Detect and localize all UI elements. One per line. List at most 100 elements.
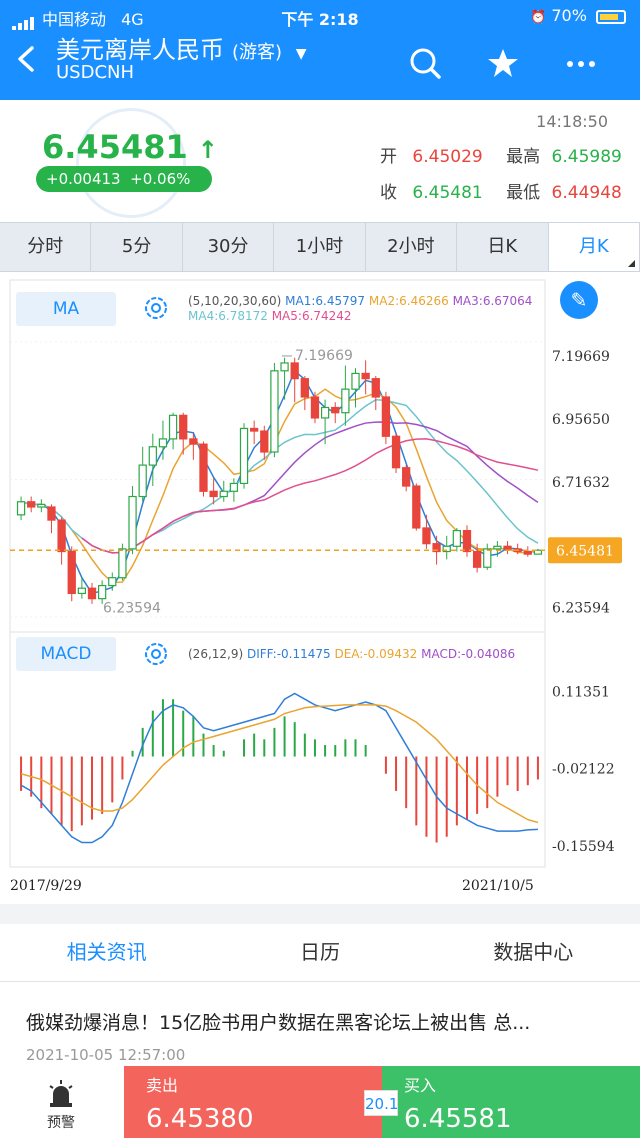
- kline-frame: [9, 279, 546, 633]
- candle-up: [168, 414, 178, 440]
- candle-down: [412, 485, 421, 529]
- ma2-value: MA2:6.46266: [368, 294, 449, 308]
- candle-up: [493, 545, 502, 550]
- low-label: 最低: [506, 183, 541, 203]
- macd-settings-gear-icon[interactable]: [142, 640, 170, 668]
- candle-down: [503, 545, 512, 550]
- buy-label: 买入: [404, 1076, 437, 1095]
- carrier-name: 中国移动: [42, 10, 107, 29]
- candle-up: [452, 529, 462, 547]
- dea-value: DEA:-0.09432: [334, 647, 418, 661]
- macd-frame: [9, 631, 546, 868]
- tab-1hour[interactable]: 1小时: [274, 223, 366, 271]
- ma4-line: [20, 399, 539, 554]
- ma2-line: [20, 388, 539, 584]
- ma5-value: MA5:6.74242: [271, 309, 352, 323]
- instrument-code: USDCNH: [56, 62, 135, 83]
- candle-down: [250, 427, 259, 432]
- candle-up: [533, 549, 543, 555]
- candle-up: [483, 548, 492, 568]
- candle-down: [472, 550, 482, 568]
- sell-price: 6.45380: [146, 1104, 254, 1134]
- tab-daily-k[interactable]: 日K: [457, 223, 549, 271]
- change-badge: +0.00413 +0.06%: [36, 166, 212, 192]
- tab-2hour[interactable]: 2小时: [366, 223, 458, 271]
- tab-30min[interactable]: 30分: [183, 223, 275, 271]
- price-axis-label: 6.23594: [552, 601, 610, 617]
- sell-button[interactable]: 卖出 6.45380: [124, 1066, 382, 1138]
- quote-row-open: 开 6.45029 最高 6.45989: [380, 142, 622, 167]
- page-title[interactable]: 美元离岸人民币 (游客) ▼: [56, 30, 306, 65]
- high-label: 最高: [506, 147, 541, 167]
- candle-up: [270, 370, 279, 453]
- current-price-tag: [548, 537, 622, 564]
- macd-axis-label: -0.02122: [552, 762, 615, 778]
- guest-label: (游客): [232, 42, 283, 63]
- status-bar: 中国移动 4G 下午 2:18 ⏰ 70%: [0, 0, 640, 32]
- alarm-clock-icon: ⏰: [530, 10, 547, 25]
- ma-params: (5,10,20,30,60): [188, 294, 282, 308]
- macd-indicator-badge[interactable]: MACD: [16, 637, 116, 671]
- candle-up: [128, 495, 137, 550]
- kline-chart[interactable]: 7.19669 6.95650 6.71632 6.23594 7.19669 6.235…: [0, 272, 640, 904]
- candle-up: [16, 501, 26, 516]
- candle-down: [402, 467, 411, 487]
- network-type: 4G: [121, 10, 144, 29]
- star-icon[interactable]: [486, 46, 520, 80]
- candle-down: [391, 435, 401, 469]
- ma-legend: (5,10,20,30,60) MA1:6.45797 MA2:6.46266 …: [188, 294, 548, 324]
- edit-pencil-icon[interactable]: ✎: [560, 281, 598, 319]
- trade-bar: 预警 卖出 6.45380 买入 6.45581: [0, 1066, 640, 1138]
- ma3-value: MA3:6.67064: [452, 294, 533, 308]
- signal-icon: [12, 11, 36, 30]
- price-axis-label: 6.71632: [552, 475, 610, 491]
- candle-down: [87, 587, 97, 600]
- candle-down: [27, 501, 36, 508]
- carrier-info: 中国移动 4G: [12, 6, 144, 30]
- back-icon[interactable]: [14, 44, 44, 74]
- candle-down: [462, 529, 472, 553]
- current-price: 6.45481 ↑: [42, 128, 218, 166]
- open-value: 6.45029: [412, 147, 483, 167]
- news-item[interactable]: 俄媒劲爆消息！15亿脸书用户数据在黑客论坛上被出售 总... 2021-10-0…: [0, 982, 640, 1078]
- search-icon[interactable]: [408, 46, 442, 80]
- max-price-label: 7.19669: [295, 348, 353, 364]
- tab-calendar[interactable]: 日历: [299, 940, 340, 964]
- sell-label: 卖出: [146, 1076, 179, 1095]
- quote-panel: 6.45481 ↑ +0.00413 +0.06% 14:18:50 开 6.45…: [0, 100, 640, 222]
- buy-price: 6.45581: [404, 1104, 512, 1134]
- tab-monthly-k[interactable]: 月K: [548, 223, 640, 271]
- tab-data-center[interactable]: 数据中心: [493, 940, 574, 964]
- candle-down: [300, 378, 309, 398]
- kline-chart-panel: 7.19669 6.95650 6.71632 6.23594 7.19669 6.235…: [0, 272, 640, 904]
- candle-up: [239, 427, 249, 485]
- candle-down: [199, 443, 208, 492]
- alert-button[interactable]: 预警: [0, 1066, 122, 1138]
- tab-timeshare[interactable]: 分时: [0, 223, 92, 271]
- candle-up: [108, 577, 117, 587]
- ma-settings-gear-icon[interactable]: [142, 294, 170, 322]
- news-title[interactable]: 俄媒劲爆消息！15亿脸书用户数据在黑客论坛上被出售 总...: [26, 1012, 531, 1034]
- period-tabs: 分时 5分 30分 1小时 2小时 日K 月K: [0, 222, 640, 272]
- low-value: 6.44948: [551, 183, 622, 203]
- ma4-value: MA4:6.78172: [188, 309, 268, 323]
- buy-button[interactable]: 买入 6.45581: [382, 1066, 640, 1138]
- macd-axis-label: -0.15594: [552, 839, 615, 855]
- min-price-label: 6.23594: [103, 601, 161, 617]
- ma-indicator-badge[interactable]: MA: [16, 292, 116, 326]
- chevron-down-icon[interactable]: ▼: [295, 46, 307, 62]
- macd-legend: (26,12,9) DIFF:-0.11475 DEA:-0.09432 MAC…: [188, 647, 548, 662]
- alarm-siren-icon: [49, 1080, 73, 1107]
- high-value: 6.45989: [551, 147, 622, 167]
- more-icon[interactable]: [564, 46, 598, 80]
- tab-5min[interactable]: 5分: [91, 223, 183, 271]
- candle-up: [351, 372, 360, 390]
- up-arrow-icon: ↑: [197, 136, 218, 164]
- ma5-line: [81, 438, 539, 554]
- candle-down: [331, 406, 340, 414]
- candle-up: [229, 482, 239, 492]
- change-value: +0.00413: [46, 170, 121, 188]
- tab-related-news[interactable]: 相关资讯: [66, 940, 147, 964]
- candle-up: [341, 388, 350, 414]
- candle-down: [361, 372, 370, 380]
